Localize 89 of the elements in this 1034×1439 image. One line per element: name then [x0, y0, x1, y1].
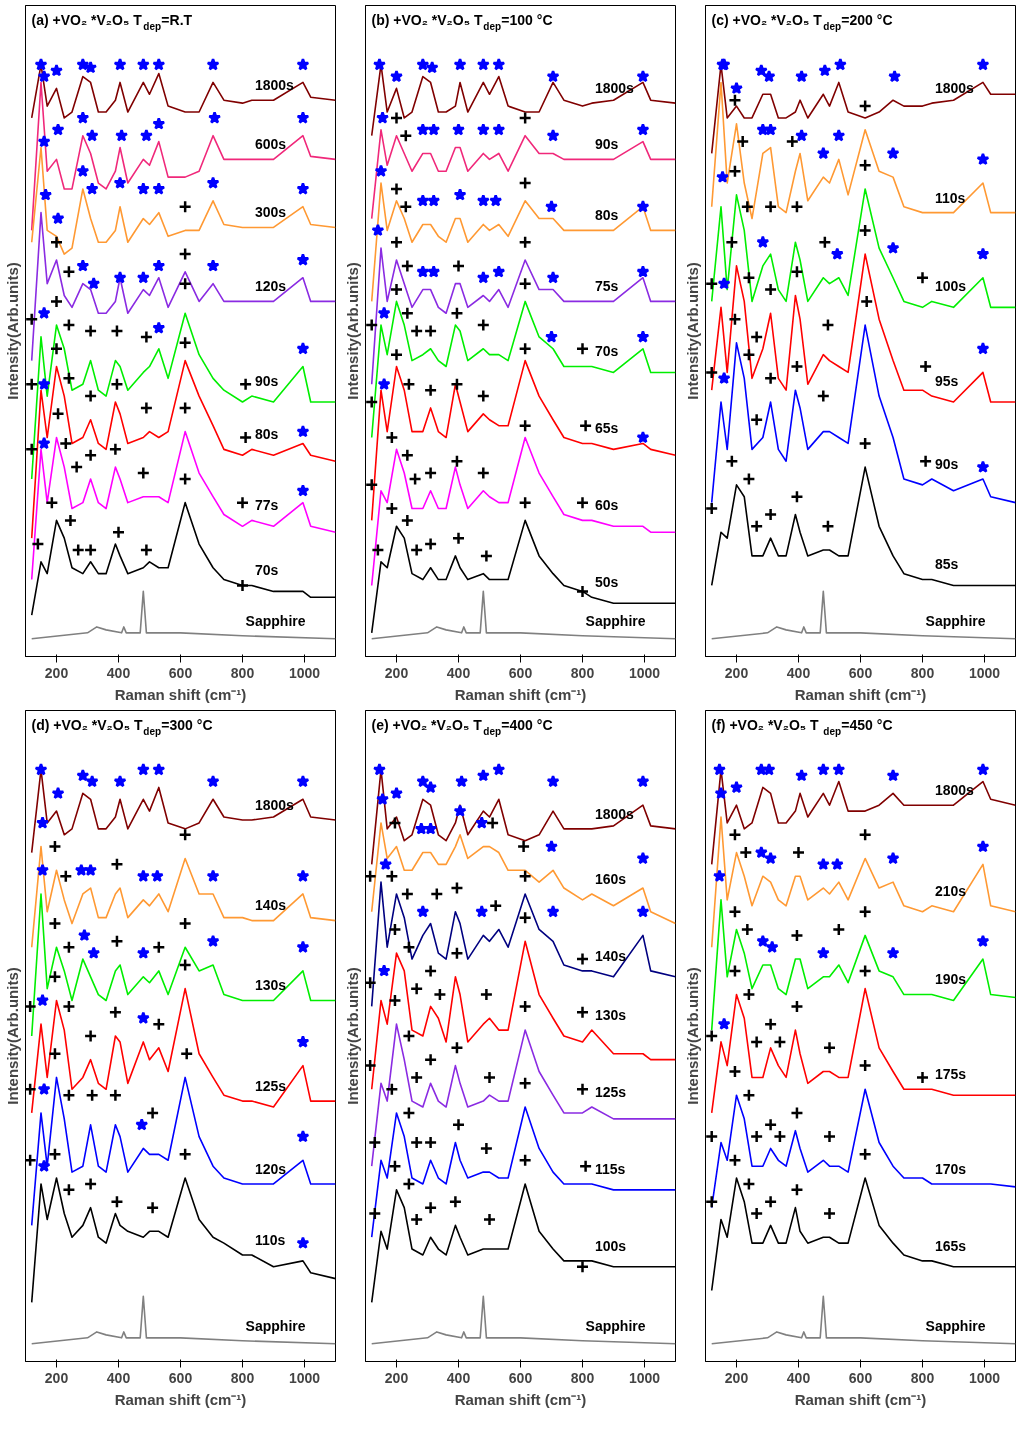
x-tick-label: 200 [724, 664, 749, 681]
y-axis-title: Intensity(Arb.units) [343, 967, 361, 1105]
series-label: Sapphire [585, 612, 646, 629]
x-tick-label: 800 [230, 664, 255, 681]
y-axis-title: Intensity(Arb.units) [683, 262, 701, 400]
y-axis-title: Intensity(Arb.units) [3, 262, 21, 400]
x-tick-label: 400 [786, 664, 811, 681]
y-axis-title: Intensity(Arb.units) [3, 967, 21, 1105]
series-label: 175s [934, 1066, 967, 1083]
series-label: Sapphire [245, 612, 306, 629]
series-label: 90s [594, 136, 619, 153]
x-tick-label: 1000 [628, 664, 661, 681]
series-label: 85s [934, 556, 959, 573]
series-label: 80s [594, 207, 619, 224]
x-tick-label: 400 [106, 664, 131, 681]
series-label: 125s [594, 1083, 627, 1100]
y-axis-title: Intensity(Arb.units) [343, 262, 361, 400]
series-label: 95s [934, 373, 959, 389]
x-axis-title: Raman shift (cm⁻¹) [454, 685, 587, 703]
series-label: 60s [594, 497, 619, 514]
series-label: 130s [594, 1006, 627, 1023]
x-tick-label: 200 [384, 1369, 409, 1386]
series-label: 210s [934, 882, 967, 899]
x-tick-label: 600 [508, 664, 533, 681]
x-tick-label: 800 [570, 1369, 595, 1386]
series-label: 90s [934, 455, 959, 472]
series-label: 1800s [594, 805, 635, 822]
x-tick-label: 200 [724, 1369, 749, 1386]
x-tick-label: 600 [168, 664, 193, 681]
y-axis-title: Intensity(Arb.units) [683, 967, 701, 1105]
series-label: 1800s [254, 77, 295, 94]
series-label: 110s [934, 189, 966, 206]
series-label: 600s [254, 136, 287, 153]
x-tick-label: 400 [446, 1369, 471, 1386]
series-label: 170s [934, 1160, 967, 1177]
series-label: 140s [254, 897, 287, 914]
series-label: 115s [594, 1160, 626, 1177]
x-tick-label: 400 [446, 664, 471, 681]
x-axis-title: Raman shift (cm⁻¹) [114, 685, 247, 703]
x-tick-label: 1000 [628, 1369, 661, 1386]
series-label: 190s [934, 971, 967, 988]
x-tick-label: 1000 [288, 1369, 321, 1386]
series-label: Sapphire [585, 1317, 646, 1334]
x-axis-title: Raman shift (cm⁻¹) [794, 1390, 927, 1408]
series-label: 140s [594, 947, 627, 964]
x-tick-label: 600 [508, 1369, 533, 1386]
series-label: Sapphire [925, 612, 986, 629]
x-tick-label: 1000 [968, 1369, 1001, 1386]
series-label: 165s [934, 1237, 967, 1254]
x-tick-label: 1000 [968, 664, 1001, 681]
x-tick-label: 200 [384, 664, 409, 681]
x-tick-label: 800 [230, 1369, 255, 1386]
x-axis-title: Raman shift (cm⁻¹) [794, 685, 927, 703]
series-label: 50s [594, 574, 619, 591]
x-tick-label: 200 [44, 664, 69, 681]
x-axis-title: Raman shift (cm⁻¹) [454, 1390, 587, 1408]
series-label: 300s [254, 204, 287, 221]
series-label: 65s [594, 420, 619, 437]
x-tick-label: 600 [168, 1369, 193, 1386]
series-label: 110s [254, 1231, 286, 1248]
series-label: 1800s [594, 80, 635, 97]
x-tick-label: 1000 [288, 664, 321, 681]
x-tick-label: 200 [44, 1369, 69, 1386]
series-label: 1800s [254, 796, 295, 813]
series-label: 77s [254, 497, 279, 514]
x-tick-label: 400 [786, 1369, 811, 1386]
x-tick-label: 600 [848, 1369, 873, 1386]
x-tick-label: 600 [848, 664, 873, 681]
x-tick-label: 800 [570, 664, 595, 681]
series-label: 100s [594, 1237, 627, 1254]
series-label: 125s [254, 1078, 287, 1094]
series-label: 120s [254, 1160, 287, 1177]
series-label: 90s [254, 373, 279, 389]
series-label: Sapphire [925, 1317, 986, 1334]
series-label: 160s [594, 870, 627, 887]
series-label: Sapphire [245, 1317, 306, 1334]
series-label: 70s [594, 343, 619, 360]
series-label: 130s [254, 977, 287, 994]
series-label: 1800s [934, 782, 975, 799]
series-label: 1800s [934, 80, 975, 97]
x-tick-label: 400 [106, 1369, 131, 1386]
x-tick-label: 800 [910, 1369, 935, 1386]
series-label: 100s [934, 278, 967, 295]
series-label: 120s [254, 278, 287, 295]
x-axis-title: Raman shift (cm⁻¹) [114, 1390, 247, 1408]
series-label: 80s [254, 426, 279, 443]
x-tick-label: 800 [910, 664, 935, 681]
series-label: 75s [594, 278, 619, 295]
series-label: 70s [254, 562, 279, 579]
